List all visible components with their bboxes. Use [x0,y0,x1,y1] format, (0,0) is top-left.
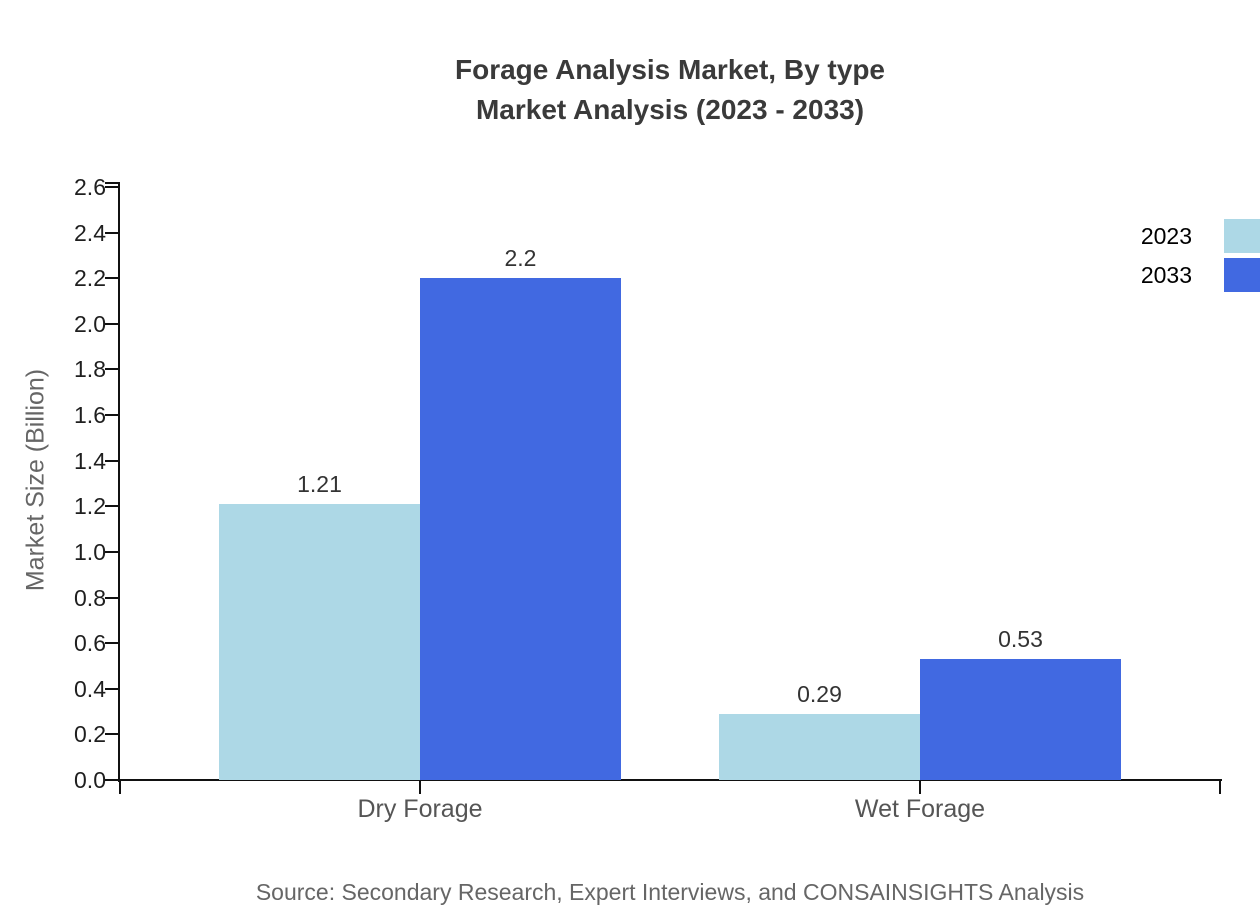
chart-title-line2: Market Analysis (2023 - 2033) [475,94,865,125]
y-tick-label: 1.4 [74,447,106,474]
y-tick-label: 0.6 [74,630,106,657]
bar-2033-wet-forage [920,659,1121,780]
y-tick-label: 2.0 [74,310,106,337]
bar-2023-wet-forage [719,713,920,780]
y-tick-mark [105,414,118,417]
y-tick-mark [105,231,118,234]
y-tick-label: 0.4 [74,675,106,702]
y-axis-cap-tick [105,182,118,184]
x-tick-mark [419,780,421,794]
legend-swatch-2023 [1224,219,1260,253]
y-tick-mark [105,277,118,280]
y-tick-label: 0.0 [74,767,106,793]
y-tick-label: 0.8 [74,584,106,611]
y-tick-label: 2.4 [74,219,106,246]
y-tick-label: 1.0 [74,538,106,565]
legend-label-2033: 2033 [1140,261,1192,288]
y-tick-label: 0.2 [74,721,106,748]
y-tick-mark [105,779,118,781]
y-tick-mark [105,459,118,462]
bar-2023-dry-forage [219,504,420,780]
legend-label-2023: 2023 [1140,222,1192,249]
y-tick-label: 2.6 [74,174,106,200]
y-tick-mark [105,733,118,736]
legend-item-2033: 2033 [1141,258,1260,292]
y-tick-mark [105,596,118,599]
y-tick-label: 1.2 [74,493,106,520]
category-label: Dry Forage [357,795,483,823]
y-tick-label: 2.2 [74,265,106,292]
y-tick-mark [105,186,118,188]
y-tick-mark [105,642,118,645]
legend: 2023 2033 [1141,219,1260,297]
x-axis-line [118,779,1222,781]
value-label-2033-dry-forage: 2.2 [504,245,537,272]
chart-title-line1: Forage Analysis Market, By type [454,54,885,85]
value-label-2033-wet-forage: 0.53 [998,626,1043,653]
source-text: Source: Secondary Research, Expert Inter… [255,879,1085,905]
legend-item-2023: 2023 [1141,219,1260,253]
y-tick-mark [105,505,118,508]
y-tick-mark [105,322,118,325]
y-tick-mark [105,550,118,553]
value-label-2023-dry-forage: 1.21 [297,471,342,498]
y-tick-label: 1.6 [74,402,106,429]
category-label: Wet Forage [854,795,986,823]
y-tick-mark [105,687,118,690]
x-axis-cap-tick [119,780,121,794]
chart-title: Forage Analysis Market, By type Market A… [120,50,1220,130]
y-tick-mark [105,368,118,371]
x-axis-cap-tick [1219,780,1221,794]
legend-swatch-2033 [1224,258,1260,292]
y-tick-label: 1.8 [74,356,106,383]
x-tick-mark [919,780,921,794]
bar-2033-dry-forage [420,278,621,780]
y-axis-spine [118,182,120,782]
value-label-2023-wet-forage: 0.29 [797,680,842,707]
